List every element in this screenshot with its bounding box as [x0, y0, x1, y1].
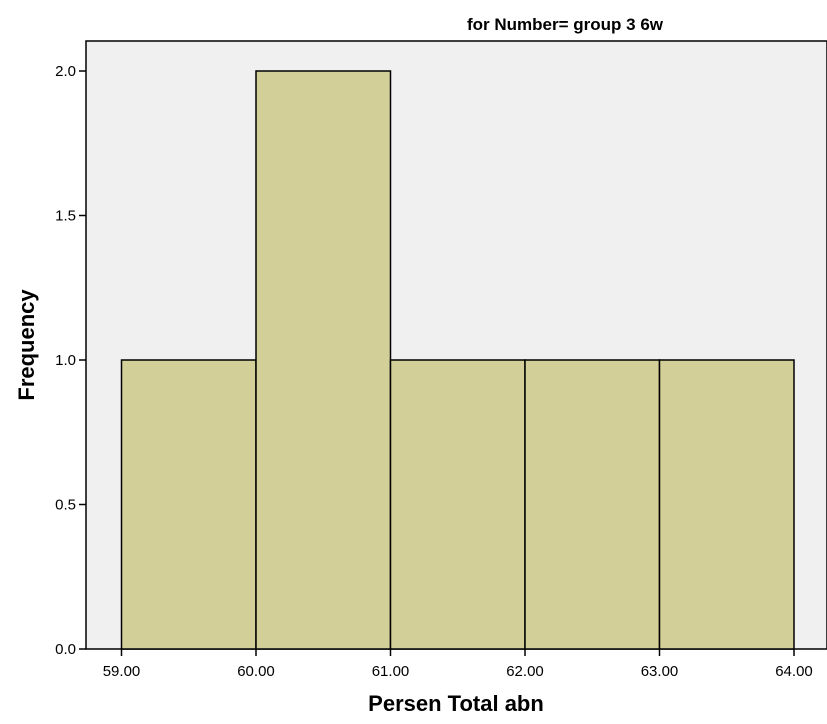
histogram-bar-5 — [658, 359, 795, 650]
x-tick-label: 64.00 — [775, 663, 813, 680]
y-axis-label: Frequency — [14, 289, 39, 401]
x-tick-label: 62.00 — [506, 663, 544, 680]
y-tick-label: 1.5 — [55, 208, 76, 225]
histogram-bar-2 — [255, 70, 392, 650]
chart-title: for Number= group 3 6w — [467, 15, 664, 34]
x-tick-label: 59.00 — [103, 663, 141, 680]
x-tick-label: 63.00 — [641, 663, 679, 680]
histogram-bar-4 — [524, 359, 661, 650]
y-tick-label: 0.5 — [55, 497, 76, 514]
y-tick-label: 0.0 — [55, 641, 76, 658]
histogram-bar-3 — [389, 359, 526, 650]
x-tick-label: 60.00 — [237, 663, 275, 680]
bars-group — [120, 70, 795, 650]
x-axis: 59.00 60.00 61.00 62.00 63.00 64.00 — [103, 649, 813, 680]
y-tick-label: 1.0 — [55, 352, 76, 369]
x-tick-label: 61.00 — [372, 663, 410, 680]
x-axis-label: Persen Total abn — [368, 691, 544, 716]
histogram-bar-1 — [120, 359, 257, 650]
y-tick-label: 2.0 — [55, 63, 76, 80]
y-axis: 0.0 0.5 1.0 1.5 2.0 — [55, 63, 86, 658]
